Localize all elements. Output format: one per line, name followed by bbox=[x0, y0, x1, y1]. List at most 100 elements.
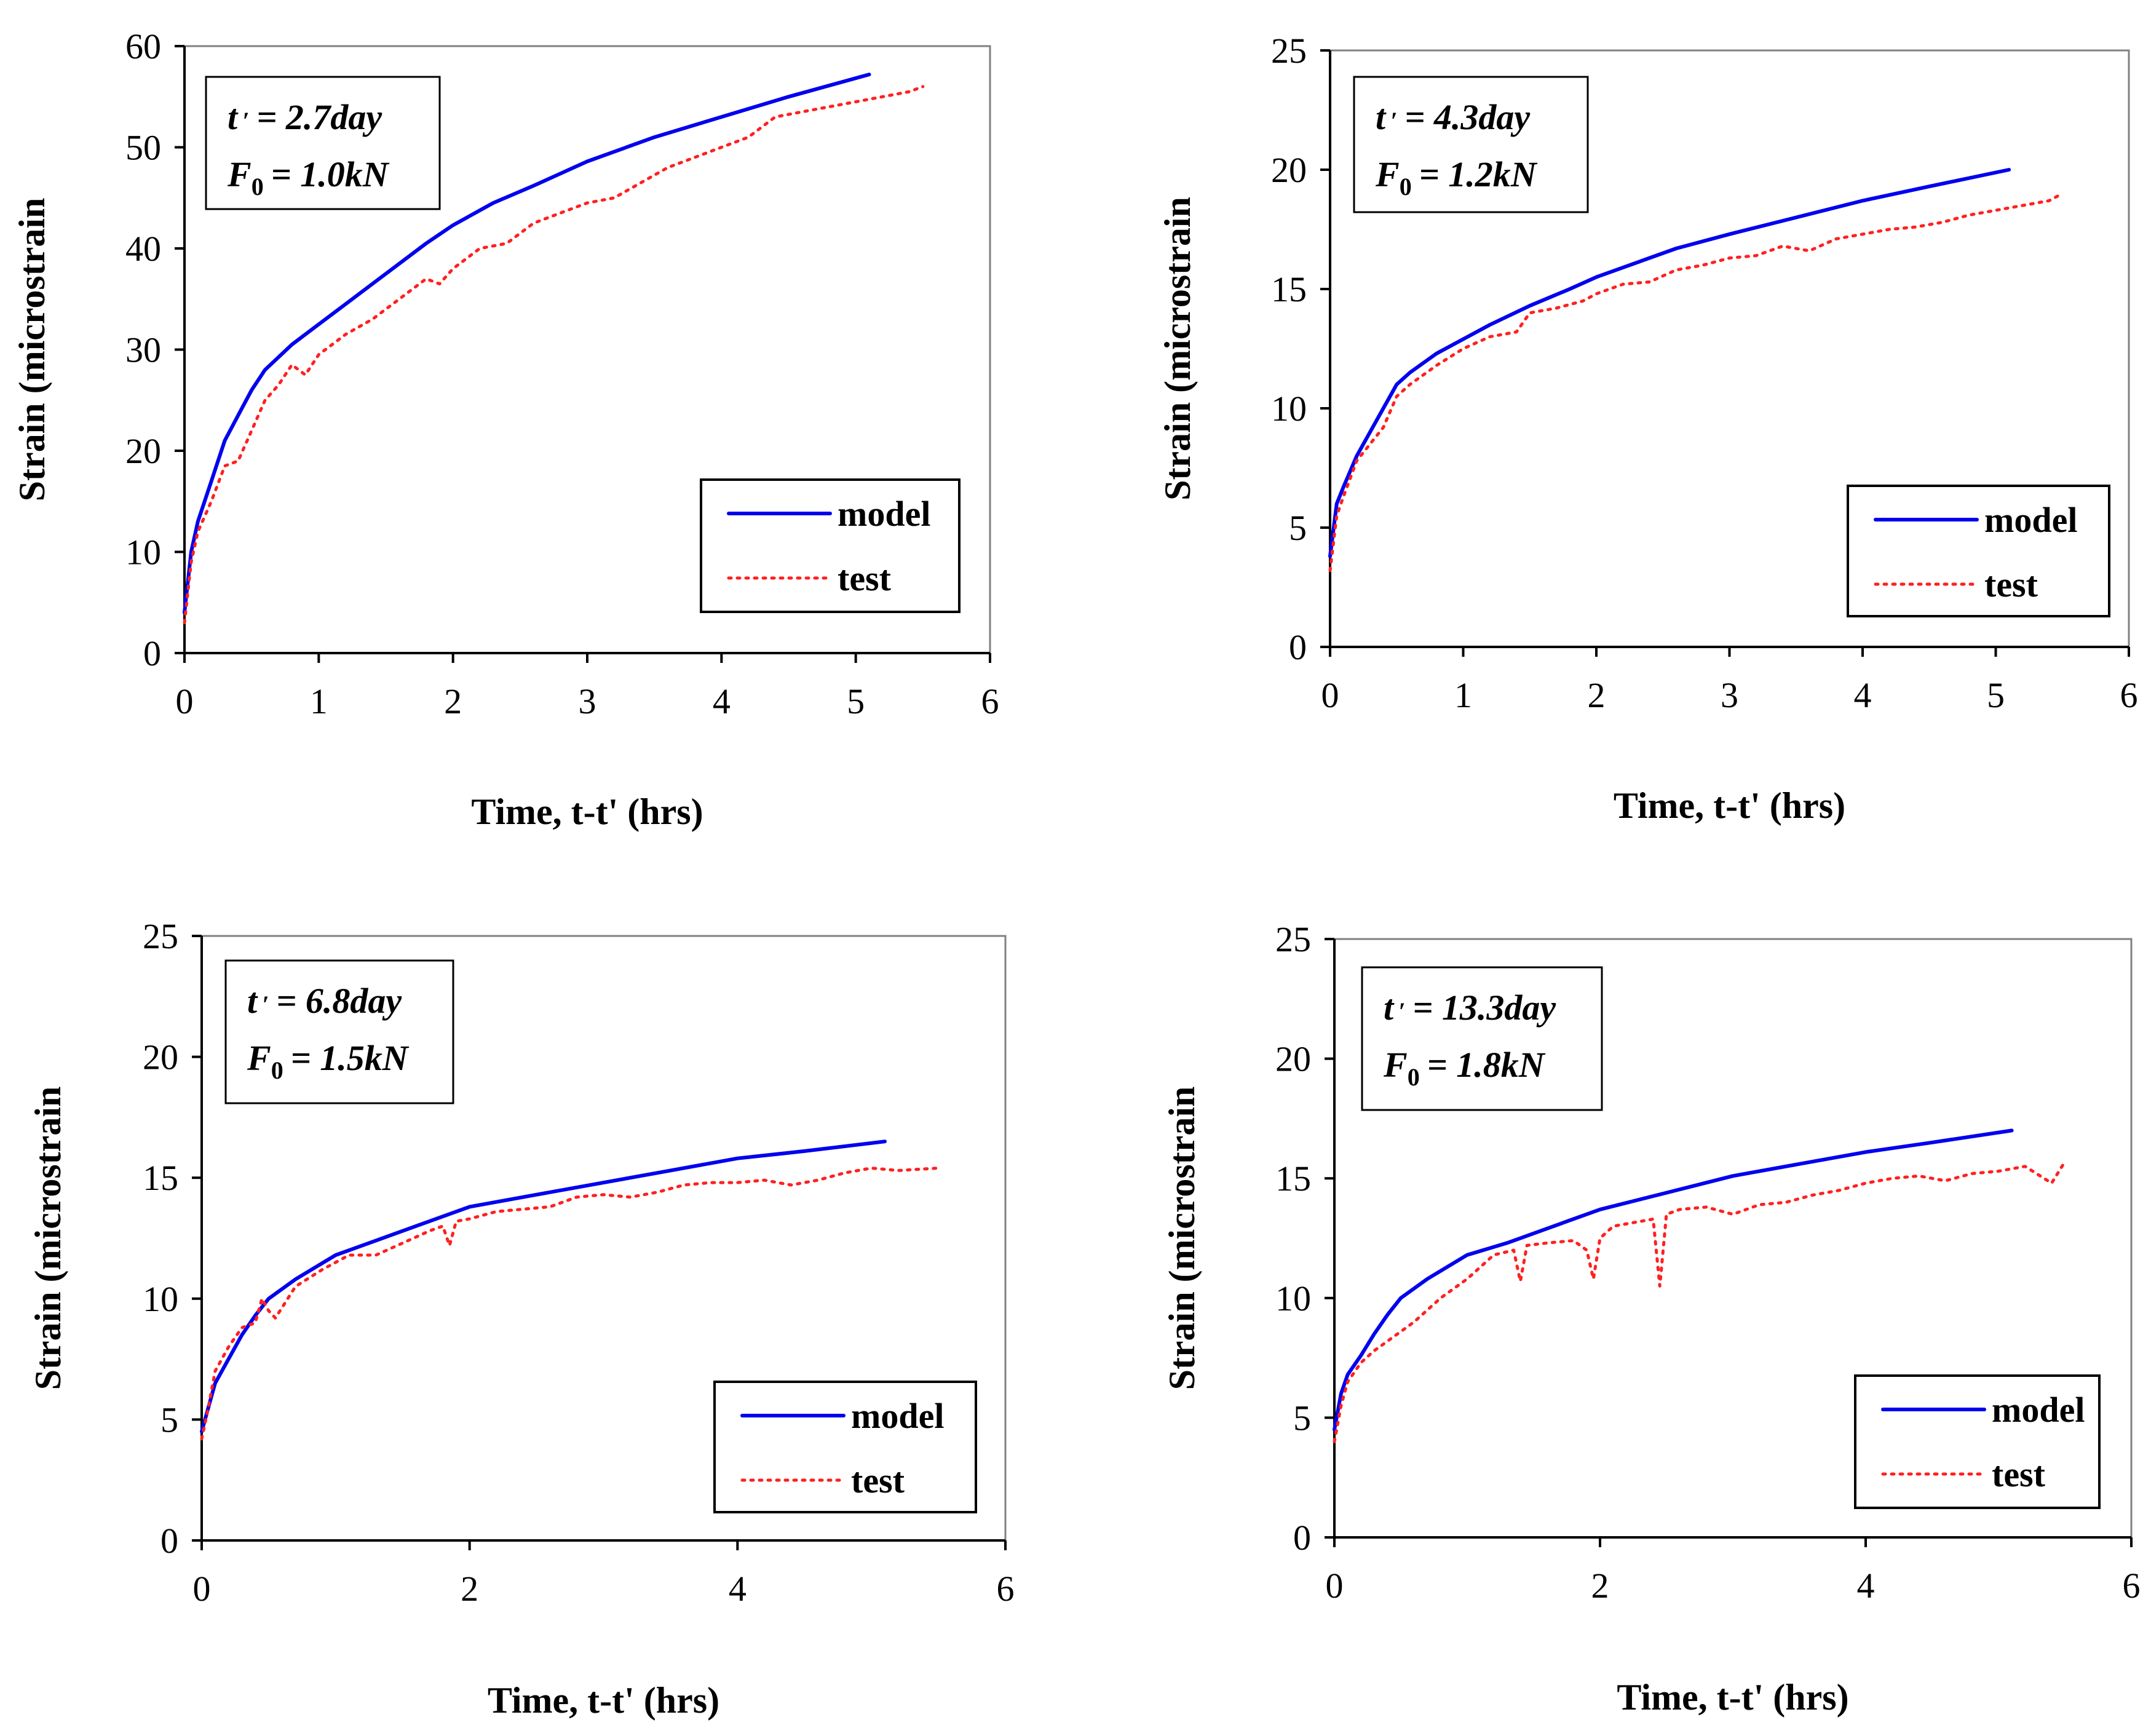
annotation-age-value: = 4.3day bbox=[1404, 97, 1530, 137]
y-tick-label: 5 bbox=[1289, 508, 1307, 548]
y-tick-label: 20 bbox=[143, 1037, 178, 1077]
x-tick-label: 6 bbox=[981, 681, 999, 721]
annotation-prime: ′ bbox=[242, 107, 249, 135]
annotation-force-value: = 1.2kN bbox=[1419, 154, 1538, 194]
y-axis-label: Strain (microstrain bbox=[1157, 197, 1198, 501]
annotation-force-subscript: 0 bbox=[1408, 1063, 1420, 1091]
annotation-box bbox=[205, 76, 441, 210]
annotation-force-symbol: F bbox=[1375, 154, 1400, 194]
series-model-line bbox=[183, 73, 871, 615]
y-tick-label: 10 bbox=[125, 533, 161, 573]
annotation-prime: ′ bbox=[1390, 107, 1397, 135]
legend-test-label: test bbox=[1984, 565, 2038, 604]
legend-box bbox=[1854, 1374, 2101, 1509]
legend-model-label: model bbox=[851, 1396, 944, 1436]
annotation-age-value: = 13.3day bbox=[1412, 988, 1556, 1028]
annotation-force: F0 = 1.0kN bbox=[227, 154, 390, 200]
x-tick-label: 2 bbox=[461, 1569, 478, 1609]
series-model-line bbox=[1333, 1128, 2014, 1432]
y-tick-label: 50 bbox=[125, 128, 161, 168]
annotation-age: t ′ = 4.3day bbox=[1376, 97, 1530, 137]
legend-model-label: model bbox=[838, 494, 930, 534]
x-axis-label: Time, t-t' (hrs) bbox=[471, 791, 703, 832]
y-tick-label: 0 bbox=[160, 1521, 178, 1561]
y-axis-label: Strain (microstrain bbox=[12, 198, 52, 502]
annotation-force-value: = 1.5kN bbox=[291, 1038, 410, 1078]
annotation-force-symbol: F bbox=[227, 154, 252, 194]
y-tick-label: 10 bbox=[143, 1279, 178, 1319]
x-axis-label: Time, t-t' (hrs) bbox=[1614, 785, 1845, 826]
annotation-force-subscript: 0 bbox=[271, 1056, 283, 1084]
y-tick-label: 0 bbox=[1293, 1518, 1311, 1558]
series-model-line bbox=[200, 1139, 887, 1434]
x-tick-label: 4 bbox=[729, 1569, 747, 1609]
y-axis-label: Strain (microstrain bbox=[28, 1087, 68, 1390]
annotation-prime: ′ bbox=[1398, 997, 1405, 1025]
x-axis-label: Time, t-t' (hrs) bbox=[1617, 1677, 1848, 1718]
x-tick-label: 0 bbox=[176, 681, 194, 721]
annotation-age-symbol: t bbox=[247, 981, 258, 1021]
x-tick-label: 6 bbox=[2120, 675, 2138, 715]
y-tick-label: 5 bbox=[1293, 1398, 1311, 1438]
annotation-force: F0 = 1.5kN bbox=[247, 1038, 410, 1084]
x-tick-label: 2 bbox=[1591, 1566, 1609, 1606]
annotation-age-value: = 6.8day bbox=[276, 981, 402, 1021]
x-tick-label: 2 bbox=[444, 681, 462, 721]
legend-model-label: model bbox=[1992, 1390, 2085, 1430]
y-tick-label: 25 bbox=[143, 916, 178, 956]
series-test-line bbox=[1333, 1160, 2067, 1443]
annotation-age: t ′ = 6.8day bbox=[247, 981, 402, 1021]
annotation-age-value: = 2.7day bbox=[256, 97, 382, 137]
y-tick-label: 5 bbox=[160, 1400, 178, 1440]
legend-box bbox=[700, 478, 961, 613]
annotation-age-symbol: t bbox=[1376, 97, 1387, 137]
x-tick-label: 6 bbox=[2123, 1566, 2141, 1606]
annotation-box bbox=[1361, 966, 1603, 1111]
x-tick-label: 5 bbox=[847, 681, 865, 721]
y-tick-label: 0 bbox=[143, 633, 161, 673]
legend-test-label: test bbox=[838, 558, 892, 598]
y-tick-label: 20 bbox=[125, 431, 161, 471]
series-test-line bbox=[200, 1167, 940, 1441]
annotation-prime: ′ bbox=[262, 991, 269, 1018]
x-tick-label: 5 bbox=[1987, 675, 2005, 715]
annotation-box bbox=[224, 959, 454, 1104]
annotation-age-symbol: t bbox=[228, 97, 239, 137]
series-test-line bbox=[1328, 192, 2064, 573]
y-tick-label: 25 bbox=[1275, 919, 1311, 959]
chart-3: 0 5 10 15 20 25 0 2 4 6 Time, t-t' (hrs) Strain (mi… bbox=[28, 916, 1015, 1721]
annotation-box bbox=[1353, 76, 1589, 213]
y-tick-label: 15 bbox=[143, 1158, 178, 1198]
y-tick-label: 40 bbox=[125, 229, 161, 269]
y-tick-label: 20 bbox=[1275, 1039, 1311, 1079]
y-tick-label: 30 bbox=[125, 330, 161, 370]
legend-test-label: test bbox=[1992, 1454, 2046, 1494]
annotation-force-value: = 1.8kN bbox=[1427, 1045, 1546, 1085]
chart-4: 0 5 10 15 20 25 0 2 4 6 Time, t-t' (hrs) Strain (mi… bbox=[1162, 919, 2141, 1718]
x-tick-label: 0 bbox=[1321, 675, 1339, 715]
annotation-age-symbol: t bbox=[1384, 988, 1395, 1028]
y-tick-label: 10 bbox=[1275, 1278, 1311, 1318]
legend-test-label: test bbox=[851, 1461, 905, 1500]
x-tick-label: 1 bbox=[1454, 675, 1472, 715]
x-tick-label: 1 bbox=[310, 681, 328, 721]
x-tick-label: 3 bbox=[579, 681, 596, 721]
x-tick-label: 4 bbox=[713, 681, 731, 721]
annotation-force-subscript: 0 bbox=[252, 173, 264, 200]
x-tick-label: 6 bbox=[997, 1569, 1015, 1609]
x-tick-label: 3 bbox=[1721, 675, 1738, 715]
annotation-force-subscript: 0 bbox=[1400, 173, 1412, 200]
annotation-force-symbol: F bbox=[1383, 1045, 1408, 1085]
x-tick-label: 0 bbox=[193, 1569, 211, 1609]
series-model-line bbox=[1328, 168, 2011, 558]
annotation-force: F0 = 1.2kN bbox=[1375, 154, 1538, 200]
chart-1: 0 10 20 30 40 50 60 0 1 2 3 4 5 6 Time, t-t' (hrs) Stra… bbox=[12, 26, 999, 832]
annotation-force-value: = 1.0kN bbox=[271, 154, 390, 194]
annotation-age: t ′ = 2.7day bbox=[228, 97, 382, 137]
x-tick-label: 2 bbox=[1588, 675, 1606, 715]
legend-box bbox=[713, 1381, 977, 1513]
y-tick-label: 15 bbox=[1275, 1159, 1311, 1199]
y-tick-label: 0 bbox=[1289, 627, 1307, 667]
x-axis-label: Time, t-t' (hrs) bbox=[488, 1680, 719, 1721]
